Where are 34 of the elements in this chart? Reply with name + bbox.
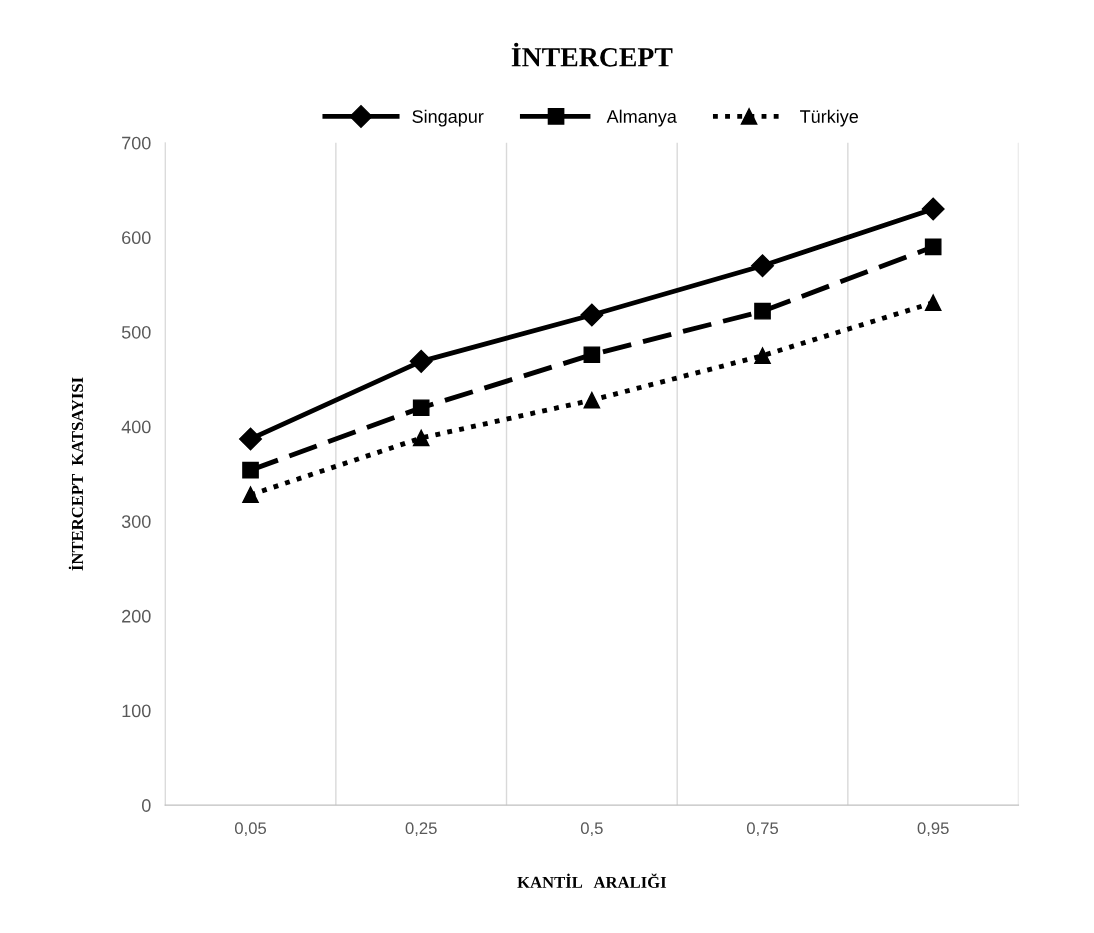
legend-label: Singapur [412,109,484,127]
point [239,427,263,451]
x-tick-label: 0,5 [580,822,603,837]
y-axis-title: İNTERCEPT KATSAYISI [68,377,84,571]
y-tick-label: 500 [121,325,151,339]
y-tick-label: 100 [122,704,151,718]
point [409,349,433,373]
point [924,238,942,256]
point [754,347,771,365]
point [412,429,430,447]
point [754,302,771,320]
x-tick-label: 0,05 [234,822,267,837]
point [242,461,259,479]
x-axis-title: KANTİL ARALIĞI [517,873,667,888]
y-tick-label: 400 [121,420,151,434]
y-tick-label: 700 [122,136,151,150]
y-tick-label: 200 [122,609,151,623]
point [242,486,259,504]
legend-label: Almanya [606,109,677,127]
y-tick-label: 300 [121,515,151,528]
x-tick-label: 0,95 [917,822,949,837]
point [583,346,601,364]
x-tick-label: 0,25 [405,822,437,837]
chart-title: İNTERCEPT [511,42,673,67]
x-tick-label: 0,75 [746,822,779,837]
y-tick-label: 0 [141,799,151,812]
y-tick-label: 600 [122,231,151,245]
legend-label: Türkiye [800,109,859,127]
point [751,254,775,278]
point [412,399,430,417]
point [580,303,604,327]
point [921,197,945,221]
point [924,294,942,312]
point [583,391,601,409]
